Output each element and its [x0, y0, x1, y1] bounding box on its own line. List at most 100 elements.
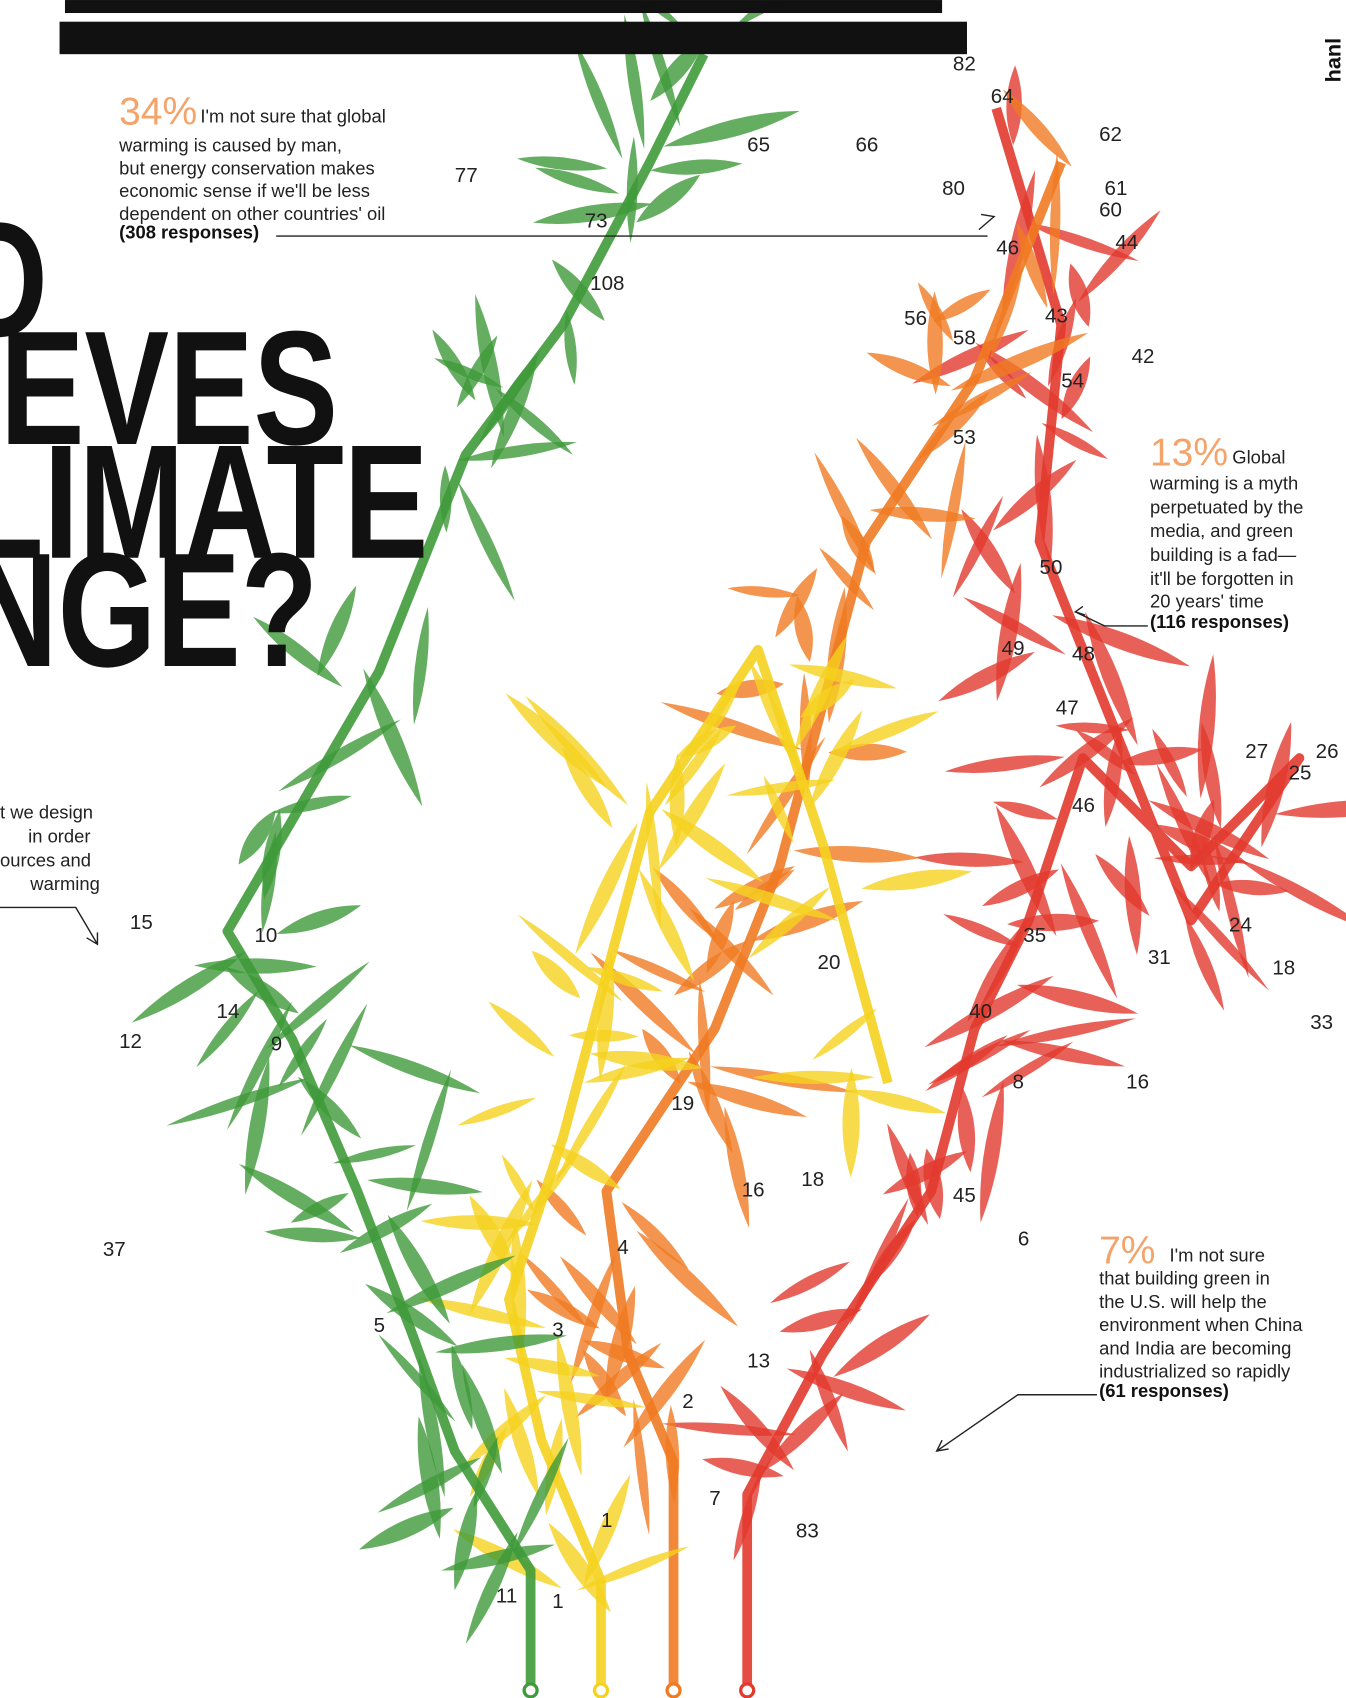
leaf [727, 583, 800, 600]
leaf-label: 62 [1099, 123, 1122, 146]
annotation-line: building is a fad— [1150, 544, 1297, 565]
leaf-label: 53 [953, 426, 976, 449]
leaf-label: 44 [1115, 231, 1138, 254]
left-fragment-line: warming [29, 873, 100, 894]
annotation-line: Global [1232, 447, 1285, 468]
leaf-label: 12 [119, 1030, 142, 1053]
leaf-label: 10 [254, 924, 277, 947]
leaf-label: 54 [1061, 370, 1084, 393]
title-crop [65, 0, 942, 13]
leaf-label: 56 [904, 307, 927, 330]
leaf [973, 1080, 1011, 1224]
headline: OEVESLIMATENGE? [0, 189, 428, 701]
leaf-label: 6 [1018, 1227, 1029, 1250]
leaf-label: 18 [1272, 957, 1295, 980]
leaf [408, 606, 434, 725]
left-fragment-line: t we design [0, 802, 93, 823]
annotation-responses: (61 responses) [1099, 1380, 1229, 1401]
leaf-label: 7 [709, 1487, 720, 1510]
leaf [1179, 914, 1230, 1014]
leaf-label: 31 [1148, 946, 1171, 969]
leaf [809, 1004, 880, 1064]
leaf [337, 1198, 435, 1259]
leaf-label: 46 [996, 237, 1019, 260]
leaf [1274, 796, 1346, 823]
leaf-label: 43 [1045, 305, 1068, 328]
leaf-label: 66 [855, 134, 878, 157]
leaf-label: 2 [682, 1390, 693, 1413]
leaf [842, 1068, 860, 1177]
annotation-line: I'm not sure that global [200, 105, 385, 126]
leaf [650, 156, 743, 177]
annotation-line: I'm not sure [1169, 1245, 1265, 1266]
leaf [426, 326, 481, 404]
stem-end [741, 1684, 754, 1697]
leaf-label: 64 [991, 85, 1014, 108]
leaf [860, 863, 973, 897]
leaf [944, 750, 1066, 779]
leaf [355, 1500, 457, 1557]
leaf [570, 40, 628, 161]
leaf-label: 35 [1023, 924, 1046, 947]
annotation-line: that building green in [1099, 1267, 1270, 1288]
leaf-label: 42 [1132, 345, 1155, 368]
leaf [456, 1093, 538, 1130]
leaf-label: 1 [552, 1590, 563, 1613]
annotation-percent: 7% [1099, 1230, 1155, 1273]
stem-end [667, 1684, 680, 1697]
leaf-label: 77 [455, 164, 478, 187]
stem-end [594, 1684, 607, 1697]
leaf-label: 5 [374, 1314, 385, 1337]
leaf-label: 19 [671, 1092, 694, 1115]
annotation-line: and India are becoming [1099, 1338, 1291, 1359]
leaf [914, 850, 1025, 869]
leaf-label: 14 [217, 1000, 240, 1023]
leaf-label: 25 [1289, 762, 1312, 785]
annotation-responses: (116 responses) [1150, 611, 1289, 632]
stem-end [524, 1684, 537, 1697]
leaf-label: 65 [747, 134, 770, 157]
leaf-label: 46 [1072, 794, 1095, 817]
leaf-label: 16 [742, 1179, 765, 1202]
annotation-line: perpetuated by the [1150, 496, 1303, 517]
leaf-label: 9 [271, 1032, 282, 1055]
leaf-label: 18 [801, 1168, 824, 1191]
leaf-label: 37 [103, 1238, 126, 1261]
leaf-label: 15 [130, 911, 153, 934]
leaf [845, 1195, 914, 1327]
annotation-line: media, and green [1150, 520, 1293, 541]
leaf [936, 440, 971, 580]
annotation-line: environment when China [1099, 1314, 1303, 1335]
leaf-label: 73 [585, 209, 608, 232]
annotation-percent: 13% [1150, 432, 1228, 475]
left-fragment-line: ources and [0, 849, 91, 870]
leaf-label: 13 [747, 1350, 770, 1373]
leaf [631, 1225, 743, 1332]
leaf [793, 843, 920, 866]
leaf-label: 16 [1126, 1070, 1149, 1093]
leaf-label: 80 [942, 177, 965, 200]
leaf-label: 8 [1012, 1070, 1023, 1093]
leaf-label: 83 [796, 1520, 819, 1543]
bamboo-illustration [128, 0, 1346, 1697]
leaf-label: 82 [953, 52, 976, 75]
annotation-responses: (308 responses) [119, 221, 259, 242]
annotation-line: warming is a myth [1149, 472, 1298, 493]
leaf-label: 3 [552, 1318, 563, 1341]
title-bar [60, 22, 967, 54]
leaf [767, 1256, 852, 1308]
leaf [847, 1083, 948, 1120]
annotation-line: industrialized so rapidly [1099, 1360, 1291, 1381]
leaf [547, 1138, 625, 1195]
leaf-label: 48 [1072, 643, 1095, 666]
leaf-label: 11 [496, 1585, 517, 1608]
headline-line: NGE? [0, 519, 318, 701]
leaf-label: 58 [953, 326, 976, 349]
leaf [804, 1347, 854, 1454]
leaf-label: 49 [1002, 637, 1025, 660]
leaf-label: 40 [969, 1000, 992, 1023]
leaf-label: 24 [1229, 913, 1252, 936]
callout-left [0, 907, 97, 944]
leaf [1168, 881, 1273, 994]
